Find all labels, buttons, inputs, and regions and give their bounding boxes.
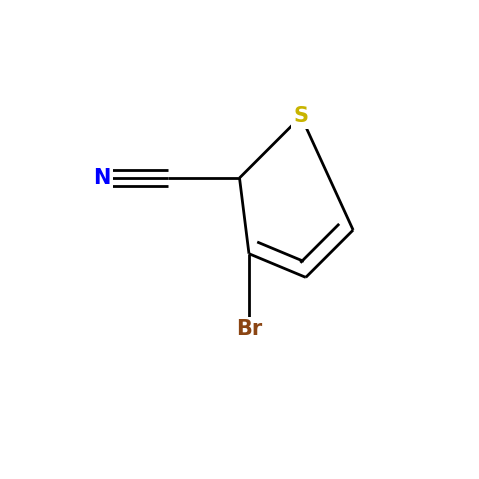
Text: N: N <box>93 168 111 188</box>
Text: S: S <box>294 106 308 126</box>
Text: Br: Br <box>236 319 262 340</box>
